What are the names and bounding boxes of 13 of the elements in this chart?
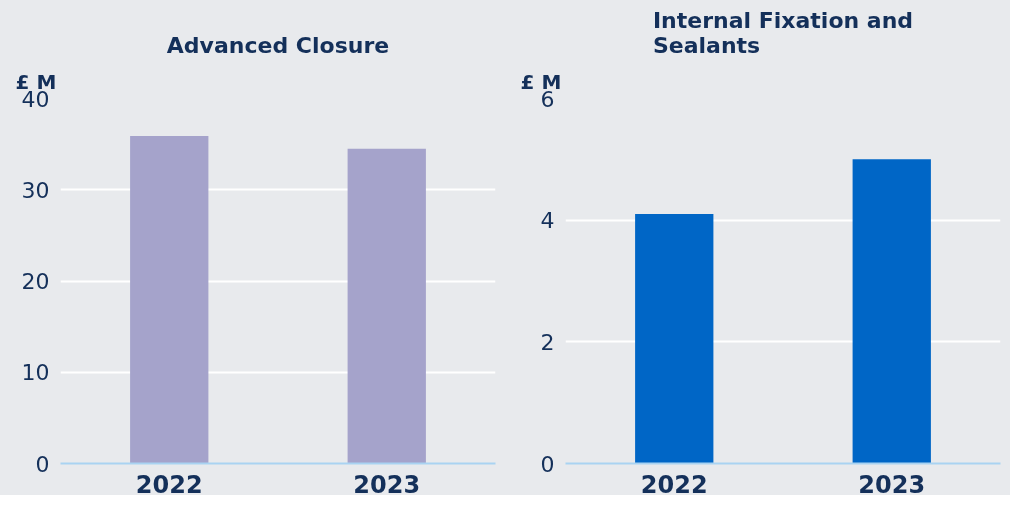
chart-title: Advanced Closure	[166, 32, 390, 58]
y-tick-label: 30	[21, 177, 50, 203]
x-tick-label: 2023	[353, 470, 421, 499]
x-tick-label: 2023	[858, 470, 926, 499]
y-tick-label: 2	[540, 329, 555, 355]
y-tick-label: 0	[35, 451, 50, 477]
x-tick-label: 2022	[135, 470, 203, 499]
y-tick-label: 4	[540, 208, 555, 234]
y-tick-label: 10	[21, 360, 50, 386]
chart-title: Internal Fixation and Sealants	[652, 7, 914, 58]
x-tick-label: 2022	[640, 470, 708, 499]
y-tick-label: 20	[21, 269, 50, 294]
y-tick-label: 0	[540, 451, 555, 477]
